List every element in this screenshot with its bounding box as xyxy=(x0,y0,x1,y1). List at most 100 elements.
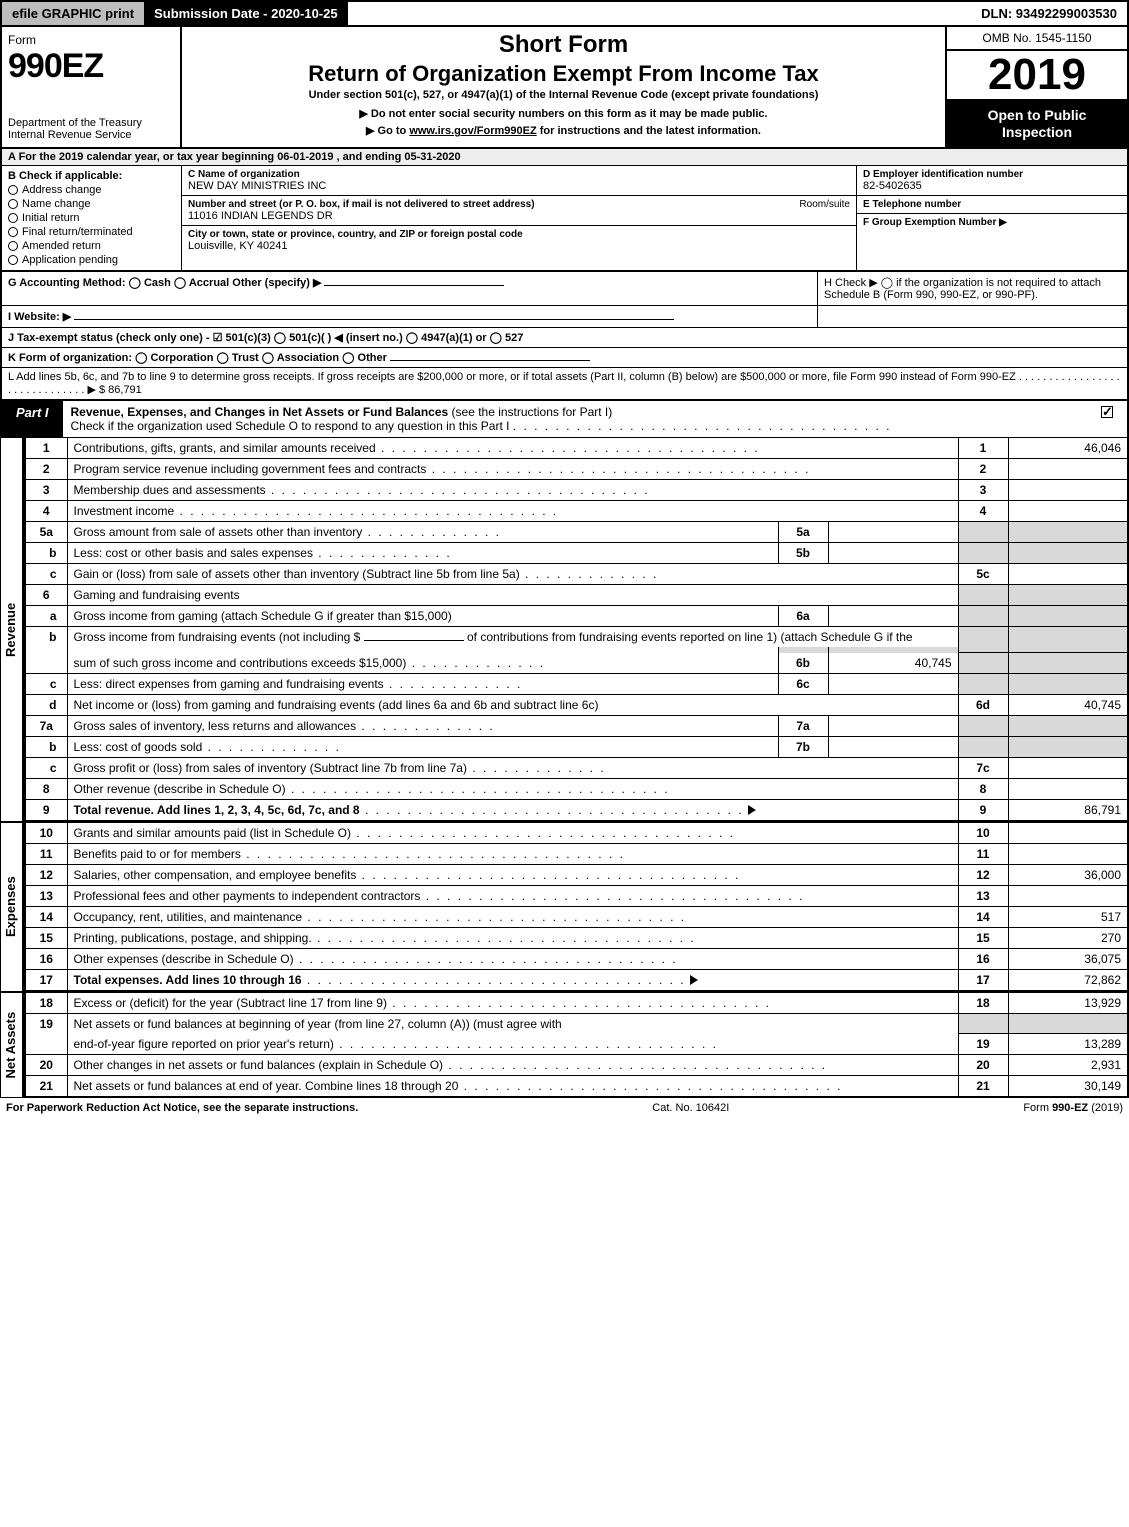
accounting-other-blank[interactable] xyxy=(324,285,504,286)
line-6-rshade xyxy=(958,584,1008,605)
line-7c-desc: Gross profit or (loss) from sales of inv… xyxy=(74,761,467,775)
short-form-title: Short Form xyxy=(190,31,937,59)
line-6b-desc1: Gross income from fundraising events (no… xyxy=(74,630,361,644)
gross-receipts-note: L Add lines 5b, 6c, and 7b to line 9 to … xyxy=(0,368,1129,401)
box-c: C Name of organization NEW DAY MINISTRIE… xyxy=(182,166,857,270)
line-12-rlbl: 12 xyxy=(958,864,1008,885)
revenue-sidebar: Revenue xyxy=(0,438,24,821)
check-name-change[interactable]: Name change xyxy=(8,198,175,210)
goto-prefix: ▶ Go to xyxy=(366,125,409,137)
line-11-rlbl: 11 xyxy=(958,843,1008,864)
line-16-desc: Other expenses (describe in Schedule O) xyxy=(74,952,294,966)
line-6a-rshade xyxy=(958,605,1008,626)
line-5c-rval xyxy=(1008,563,1128,584)
line-8: 8 Other revenue (describe in Schedule O)… xyxy=(25,778,1128,799)
line-5a-rshade2 xyxy=(1008,521,1128,542)
line-6c-rshade xyxy=(958,673,1008,694)
line-6b-blank[interactable] xyxy=(364,640,464,641)
line-6a-rshade2 xyxy=(1008,605,1128,626)
line-8-no: 8 xyxy=(25,778,67,799)
line-6a-no: a xyxy=(25,605,67,626)
check-final-return[interactable]: Final return/terminated xyxy=(8,226,175,238)
line-6c-no: c xyxy=(25,673,67,694)
ssn-warning: ▶ Do not enter social security numbers o… xyxy=(190,107,937,120)
website-blank[interactable] xyxy=(74,319,674,320)
check-amended-return[interactable]: Amended return xyxy=(8,240,175,252)
org-name-value: NEW DAY MINISTRIES INC xyxy=(188,180,850,192)
submission-date-button[interactable]: Submission Date - 2020-10-25 xyxy=(144,2,348,25)
accounting-method-text: G Accounting Method: ◯ Cash ◯ Accrual Ot… xyxy=(8,277,321,289)
goto-link-line: ▶ Go to www.irs.gov/Form990EZ for instru… xyxy=(190,124,937,137)
line-2: 2 Program service revenue including gove… xyxy=(25,458,1128,479)
expenses-section: Expenses 10 Grants and similar amounts p… xyxy=(0,823,1129,993)
org-other-blank[interactable] xyxy=(390,360,590,361)
line-5b-rshade2 xyxy=(1008,542,1128,563)
line-12-desc: Salaries, other compensation, and employ… xyxy=(74,868,357,882)
schedule-o-checkbox[interactable] xyxy=(1101,406,1113,418)
row-i: I Website: ▶ xyxy=(0,306,1129,328)
line-5a: 5a Gross amount from sale of assets othe… xyxy=(25,521,1128,542)
line-9-desc: Total revenue. Add lines 1, 2, 3, 4, 5c,… xyxy=(74,803,360,817)
line-14-rlbl: 14 xyxy=(958,906,1008,927)
line-4-rlbl: 4 xyxy=(958,500,1008,521)
tax-year: 2019 xyxy=(947,51,1127,101)
line-10-rlbl: 10 xyxy=(958,823,1008,844)
form-header: Form 990EZ Department of the Treasury In… xyxy=(0,27,1129,149)
accounting-method: G Accounting Method: ◯ Cash ◯ Accrual Ot… xyxy=(2,272,817,305)
header-middle: Short Form Return of Organization Exempt… xyxy=(182,27,947,147)
part-1-title: Revenue, Expenses, and Changes in Net As… xyxy=(71,405,449,419)
line-19-1: 19 Net assets or fund balances at beginn… xyxy=(25,1013,1128,1034)
ein-label: D Employer identification number xyxy=(863,169,1121,180)
check-application-pending[interactable]: Application pending xyxy=(8,254,175,266)
line-6c-rshade2 xyxy=(1008,673,1128,694)
box-b: B Check if applicable: Address change Na… xyxy=(2,166,182,270)
line-6a: a Gross income from gaming (attach Sched… xyxy=(25,605,1128,626)
paperwork-notice: For Paperwork Reduction Act Notice, see … xyxy=(6,1102,358,1114)
part-1-check-line: Check if the organization used Schedule … xyxy=(71,419,510,433)
line-7b: b Less: cost of goods sold 7b xyxy=(25,736,1128,757)
line-7c: c Gross profit or (loss) from sales of i… xyxy=(25,757,1128,778)
line-11: 11 Benefits paid to or for members 11 xyxy=(25,843,1128,864)
line-7a-desc: Gross sales of inventory, less returns a… xyxy=(74,719,357,733)
line-9-no: 9 xyxy=(25,799,67,820)
line-8-rlbl: 8 xyxy=(958,778,1008,799)
form-number: 990EZ xyxy=(8,47,174,86)
form-word: Form xyxy=(8,33,174,47)
line-13-desc: Professional fees and other payments to … xyxy=(74,889,421,903)
line-7a-no: 7a xyxy=(25,715,67,736)
line-5a-desc: Gross amount from sale of assets other t… xyxy=(74,525,363,539)
line-6a-mlbl: 6a xyxy=(778,605,828,626)
irs-link[interactable]: www.irs.gov/Form990EZ xyxy=(409,125,536,137)
line-9-rval: 86,791 xyxy=(1008,799,1128,820)
part-1-tab: Part I xyxy=(2,401,63,437)
efile-print-button[interactable]: efile GRAPHIC print xyxy=(2,2,144,25)
top-toolbar: efile GRAPHIC print Submission Date - 20… xyxy=(0,0,1129,27)
line-7c-rval xyxy=(1008,757,1128,778)
line-17-desc: Total expenses. Add lines 10 through 16 xyxy=(74,973,302,987)
line-5b-no: b xyxy=(25,542,67,563)
line-21-desc: Net assets or fund balances at end of ye… xyxy=(74,1079,459,1093)
line-16: 16 Other expenses (describe in Schedule … xyxy=(25,948,1128,969)
check-initial-return[interactable]: Initial return xyxy=(8,212,175,224)
line-11-rval xyxy=(1008,843,1128,864)
line-19-2: end-of-year figure reported on prior yea… xyxy=(25,1034,1128,1055)
line-5a-mval xyxy=(828,521,958,542)
line-13: 13 Professional fees and other payments … xyxy=(25,885,1128,906)
line-17-no: 17 xyxy=(25,969,67,990)
line-9: 9 Total revenue. Add lines 1, 2, 3, 4, 5… xyxy=(25,799,1128,820)
net-assets-table: 18 Excess or (deficit) for the year (Sub… xyxy=(24,993,1129,1098)
phone-label: E Telephone number xyxy=(863,199,1121,210)
check-address-change[interactable]: Address change xyxy=(8,184,175,196)
line-6b-mlbl: 6b xyxy=(778,653,828,674)
line-4-desc: Investment income xyxy=(74,504,175,518)
city-label: City or town, state or province, country… xyxy=(188,229,850,240)
line-20-desc: Other changes in net assets or fund bala… xyxy=(74,1058,444,1072)
line-6-desc: Gaming and fundraising events xyxy=(67,584,958,605)
line-19-desc2: end-of-year figure reported on prior yea… xyxy=(74,1037,334,1051)
omb-number: OMB No. 1545-1150 xyxy=(947,27,1127,51)
line-20: 20 Other changes in net assets or fund b… xyxy=(25,1055,1128,1076)
line-7c-rlbl: 7c xyxy=(958,757,1008,778)
line-3-rlbl: 3 xyxy=(958,479,1008,500)
line-12-no: 12 xyxy=(25,864,67,885)
return-title: Return of Organization Exempt From Incom… xyxy=(190,61,937,87)
